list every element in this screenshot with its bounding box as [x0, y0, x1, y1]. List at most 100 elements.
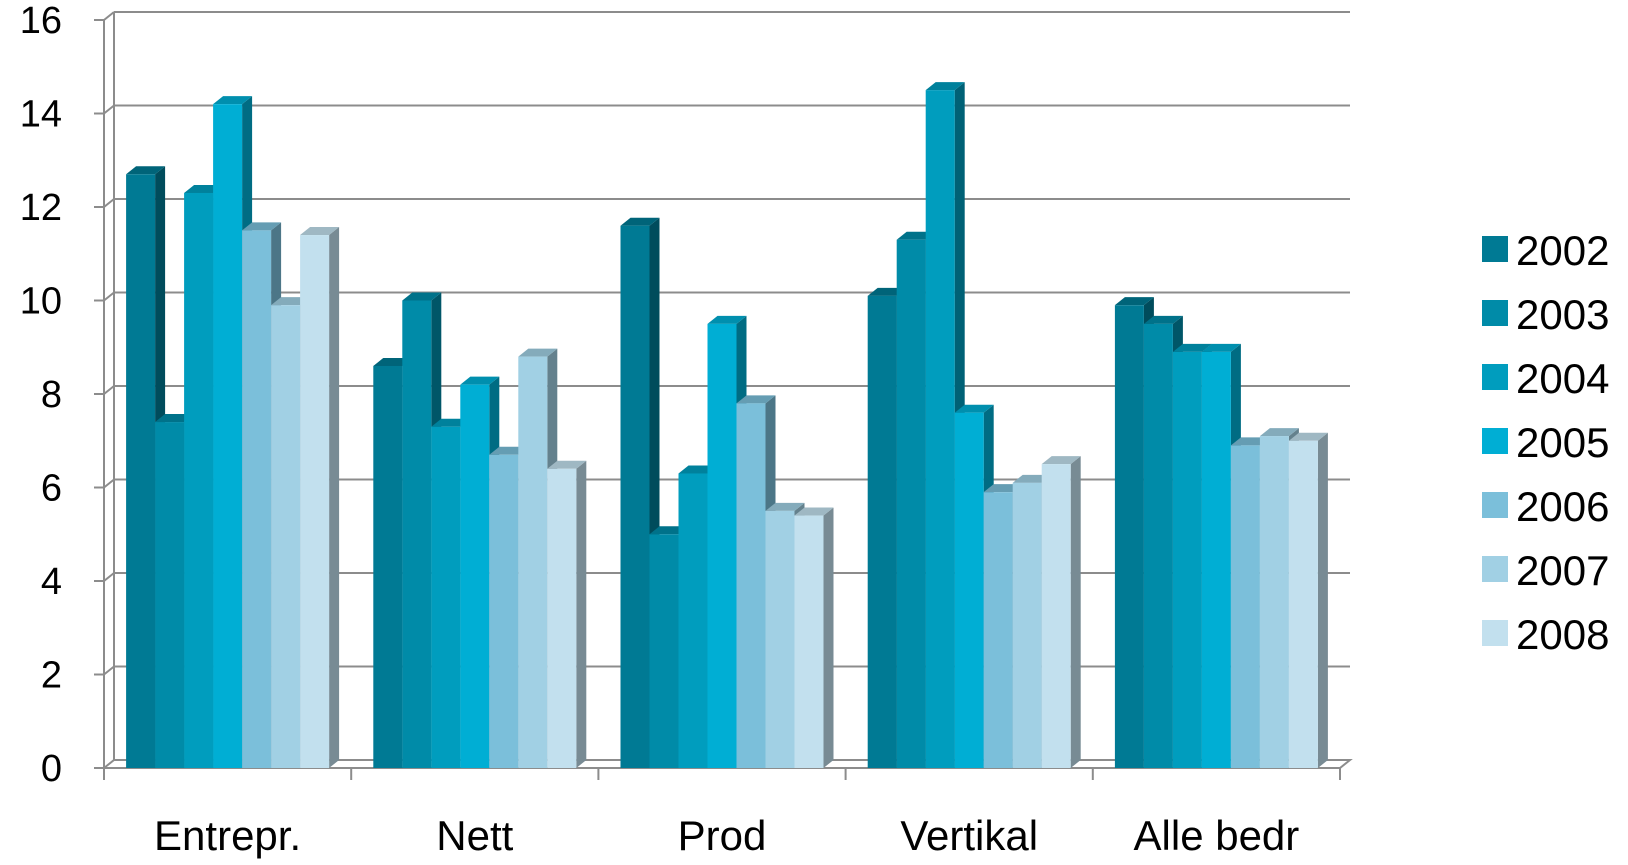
bar-front [1143, 323, 1173, 768]
gridline-diag [103, 104, 115, 115]
category-label: Alle bedr [1134, 812, 1300, 859]
gridline-diag [103, 478, 115, 489]
bar [126, 166, 166, 768]
legend-swatch [1482, 428, 1508, 454]
bar-top [765, 502, 805, 511]
bar-top [1259, 428, 1299, 437]
bar-front [678, 473, 708, 768]
bar-front [402, 300, 432, 768]
bar-top [402, 292, 442, 301]
legend-label: 2007 [1516, 547, 1609, 594]
y-tick-label: 8 [41, 374, 62, 416]
bar-top [547, 460, 587, 469]
bar-front [1201, 351, 1231, 768]
bar-top [518, 348, 558, 357]
legend-item: 2002 [1482, 227, 1609, 274]
legend-label: 2008 [1516, 611, 1609, 658]
bar-top [794, 507, 834, 516]
legend-swatch [1482, 620, 1508, 646]
bar-top [620, 217, 660, 226]
bar-front [896, 239, 926, 769]
bar-front [489, 454, 519, 768]
gridline-diag [103, 198, 115, 208]
legend-item: 2005 [1482, 419, 1609, 466]
category-label: Vertikal [900, 812, 1038, 859]
bar-front [1114, 305, 1144, 768]
legend-item: 2003 [1482, 291, 1609, 338]
y-tick-labels: 0 2 4 6 8 10 12 14 16 [20, 0, 62, 790]
bar-top [707, 315, 747, 324]
bar-side [329, 227, 340, 769]
bar-front [794, 515, 824, 768]
gridline-diag [103, 291, 115, 302]
bar-top [213, 96, 253, 105]
bar-front [126, 174, 156, 768]
bar-top [954, 404, 994, 413]
legend-label: 2006 [1516, 483, 1609, 530]
bar [794, 507, 834, 768]
bar-front [1041, 464, 1071, 768]
bar-top [1172, 343, 1212, 352]
bar-top [300, 227, 340, 236]
legend-item: 2008 [1482, 611, 1609, 658]
gridline-diag [103, 665, 115, 676]
bar-front [954, 412, 984, 768]
bar-top [1114, 297, 1154, 306]
bar-front [271, 305, 301, 768]
bar-side [1070, 456, 1081, 768]
legend-swatch [1482, 300, 1508, 326]
legend-swatch [1482, 492, 1508, 518]
legend-label: 2005 [1516, 419, 1609, 466]
bar-top [1288, 432, 1328, 441]
legend-item: 2006 [1482, 483, 1609, 530]
bar-side [1317, 432, 1328, 768]
legend-swatch [1482, 556, 1508, 582]
bar-front [649, 534, 679, 768]
legend-label: 2002 [1516, 227, 1609, 274]
bar-top [1041, 456, 1081, 465]
bar-top [925, 82, 965, 91]
bar-front [373, 365, 403, 768]
bar-front [1259, 436, 1289, 768]
bar-front [213, 104, 243, 768]
legend-swatch [1482, 236, 1508, 262]
y-tick-label: 4 [41, 561, 62, 603]
bar-front [707, 323, 737, 768]
legend: 2002 2003 2004 2005 2006 2007 2008 [1482, 227, 1609, 658]
bar-front [925, 90, 955, 768]
legend-item: 2004 [1482, 355, 1609, 402]
bar-front [1288, 440, 1318, 768]
category-label: Entrepr. [154, 812, 301, 859]
bar-top [126, 166, 166, 175]
category-labels: Entrepr. Nett Prod Vertikal Alle bedr [154, 812, 1299, 859]
bar-front [300, 235, 330, 769]
y-tick-label: 12 [20, 187, 62, 229]
bar [1041, 456, 1081, 768]
bar-top [460, 376, 500, 385]
legend-label: 2003 [1516, 291, 1609, 338]
bar-front [518, 356, 548, 768]
bar-front [155, 422, 185, 768]
bar-side [823, 507, 834, 768]
bar-front [1230, 445, 1260, 768]
legend-swatch [1482, 364, 1508, 390]
bar [547, 460, 587, 768]
bars [126, 82, 1328, 769]
bar [1288, 432, 1328, 768]
gridline-diag [103, 11, 115, 21]
bar-front [431, 426, 461, 768]
bar [1114, 297, 1154, 768]
bar-front [620, 225, 650, 768]
legend-item: 2007 [1482, 547, 1609, 594]
bar-top [242, 222, 282, 231]
bar [300, 227, 340, 769]
category-label: Prod [678, 812, 767, 859]
bar-top [1201, 343, 1241, 352]
bar-front [867, 295, 897, 768]
bar-top [736, 395, 776, 404]
legend-label: 2004 [1516, 355, 1609, 402]
bar-front [1012, 482, 1042, 768]
gridline-diag [103, 385, 115, 395]
bar-side [576, 460, 587, 768]
